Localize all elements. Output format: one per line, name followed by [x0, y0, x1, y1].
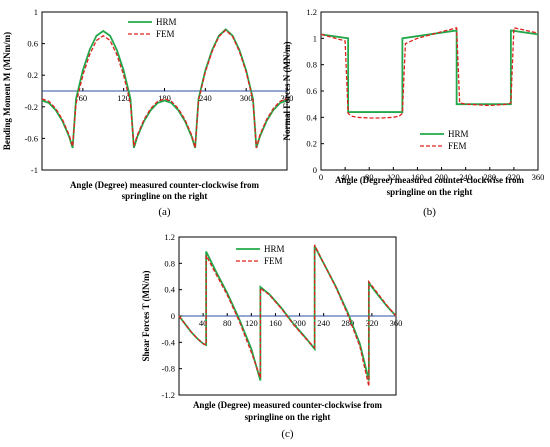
- x-tick-label: 0: [319, 172, 323, 182]
- y-tick-label: 0: [171, 311, 175, 321]
- x-axis-label-line: Angle (Degree) measured counter-clockwis…: [193, 400, 383, 410]
- x-tick-label: 240: [317, 318, 330, 328]
- y-tick-label: 0.4: [306, 112, 317, 122]
- series-line-fem: [178, 244, 397, 387]
- x-tick-label: 40: [199, 318, 208, 328]
- x-axis-label-line: springline on the right: [122, 191, 208, 201]
- x-tick-label: 200: [293, 318, 306, 328]
- x-tick-label: 360: [281, 93, 294, 103]
- x-tick-label: 120: [117, 93, 130, 103]
- series-line-fem: [320, 26, 539, 119]
- y-tick-label: 1.2: [164, 232, 175, 242]
- y-axis-label: Bending Moment M (MNm/m): [2, 32, 12, 150]
- series-line-hrm: [41, 28, 288, 149]
- y-axis-label: Normal Forces N (MN/m): [282, 41, 292, 140]
- chart-panel-c: -1.2 -0.8 -0.4 0 0.4 0.8 1.2 40 80 120 160 200 240 28…: [141, 232, 402, 440]
- y-tick-label: -0.8: [162, 364, 175, 374]
- x-tick-label: 180: [158, 93, 171, 103]
- x-tick-label: 360: [532, 172, 545, 182]
- legend: HRM FEM: [420, 129, 469, 151]
- chart-panel-a: -1 -0.6 -0.2 0.2 0.6 1 60 120 180 240 300 360 HRM FEM…: [2, 7, 293, 218]
- y-tick-label: 1: [34, 7, 38, 17]
- y-tick-label: -1: [31, 165, 38, 175]
- series-line-fem: [41, 29, 288, 149]
- x-tick-label: 280: [341, 318, 354, 328]
- legend-label-fem: FEM: [264, 256, 283, 266]
- y-tick-label: -1.2: [162, 390, 175, 400]
- legend: HRM FEM: [128, 17, 177, 39]
- legend-label-hrm: HRM: [448, 129, 469, 139]
- y-tick-label: 0.6: [27, 39, 38, 49]
- y-tick-label: 0.8: [164, 258, 175, 268]
- x-tick-label: 240: [199, 93, 212, 103]
- panel-label: (b): [423, 206, 436, 218]
- y-tick-label: 0: [313, 165, 317, 175]
- legend-label-fem: FEM: [448, 141, 467, 151]
- x-tick-label: 40: [341, 172, 350, 182]
- x-axis-label-line: Angle (Degree) measured counter-clockwis…: [70, 180, 260, 190]
- panel-label: (a): [158, 206, 171, 218]
- x-tick-label: 320: [508, 172, 521, 182]
- x-axis-label-line: springline on the right: [245, 412, 331, 422]
- panel-label: (c): [281, 428, 294, 440]
- x-tick-label: 280: [483, 172, 496, 182]
- x-tick-label: 60: [79, 93, 88, 103]
- x-tick-label: 240: [459, 172, 472, 182]
- legend-label-hrm: HRM: [264, 244, 285, 254]
- y-axis-label: Shear Forces T (MN/m): [141, 270, 151, 361]
- x-tick-label: 120: [245, 318, 258, 328]
- legend: HRM FEM: [236, 244, 285, 266]
- x-tick-label: 80: [223, 318, 232, 328]
- chart-panel-b: 0 0.2 0.4 0.6 0.8 1 1.2 0 40 80 120 160 200 240 280 320…: [282, 7, 544, 218]
- y-tick-label: 0.6: [306, 86, 317, 96]
- y-tick-label: -0.4: [162, 337, 176, 347]
- legend-label-hrm: HRM: [156, 17, 177, 27]
- x-tick-label: 160: [411, 172, 424, 182]
- x-axis-label-line: Angle (Degree) measured counter-clockwis…: [335, 175, 525, 185]
- y-tick-label: -0.6: [25, 133, 38, 143]
- legend-label-fem: FEM: [156, 29, 175, 39]
- x-tick-label: 360: [390, 318, 403, 328]
- y-tick-label: 0.4: [164, 285, 175, 295]
- x-tick-label: 320: [366, 318, 379, 328]
- y-tick-label: 1.2: [306, 7, 317, 17]
- x-tick-label: 80: [365, 172, 374, 182]
- y-tick-label: 1: [313, 33, 317, 43]
- y-tick-label: 0.8: [306, 60, 317, 70]
- x-tick-label: 300: [240, 93, 253, 103]
- y-tick-label: -0.2: [25, 102, 38, 112]
- y-tick-label: 0.2: [306, 139, 317, 149]
- x-tick-label: 120: [387, 172, 400, 182]
- x-tick-label: 200: [435, 172, 448, 182]
- x-axis-label-line: springline on the right: [387, 187, 473, 197]
- series-line-hrm: [320, 29, 539, 113]
- x-tick-label: 160: [269, 318, 282, 328]
- y-tick-label: 0.2: [27, 70, 38, 80]
